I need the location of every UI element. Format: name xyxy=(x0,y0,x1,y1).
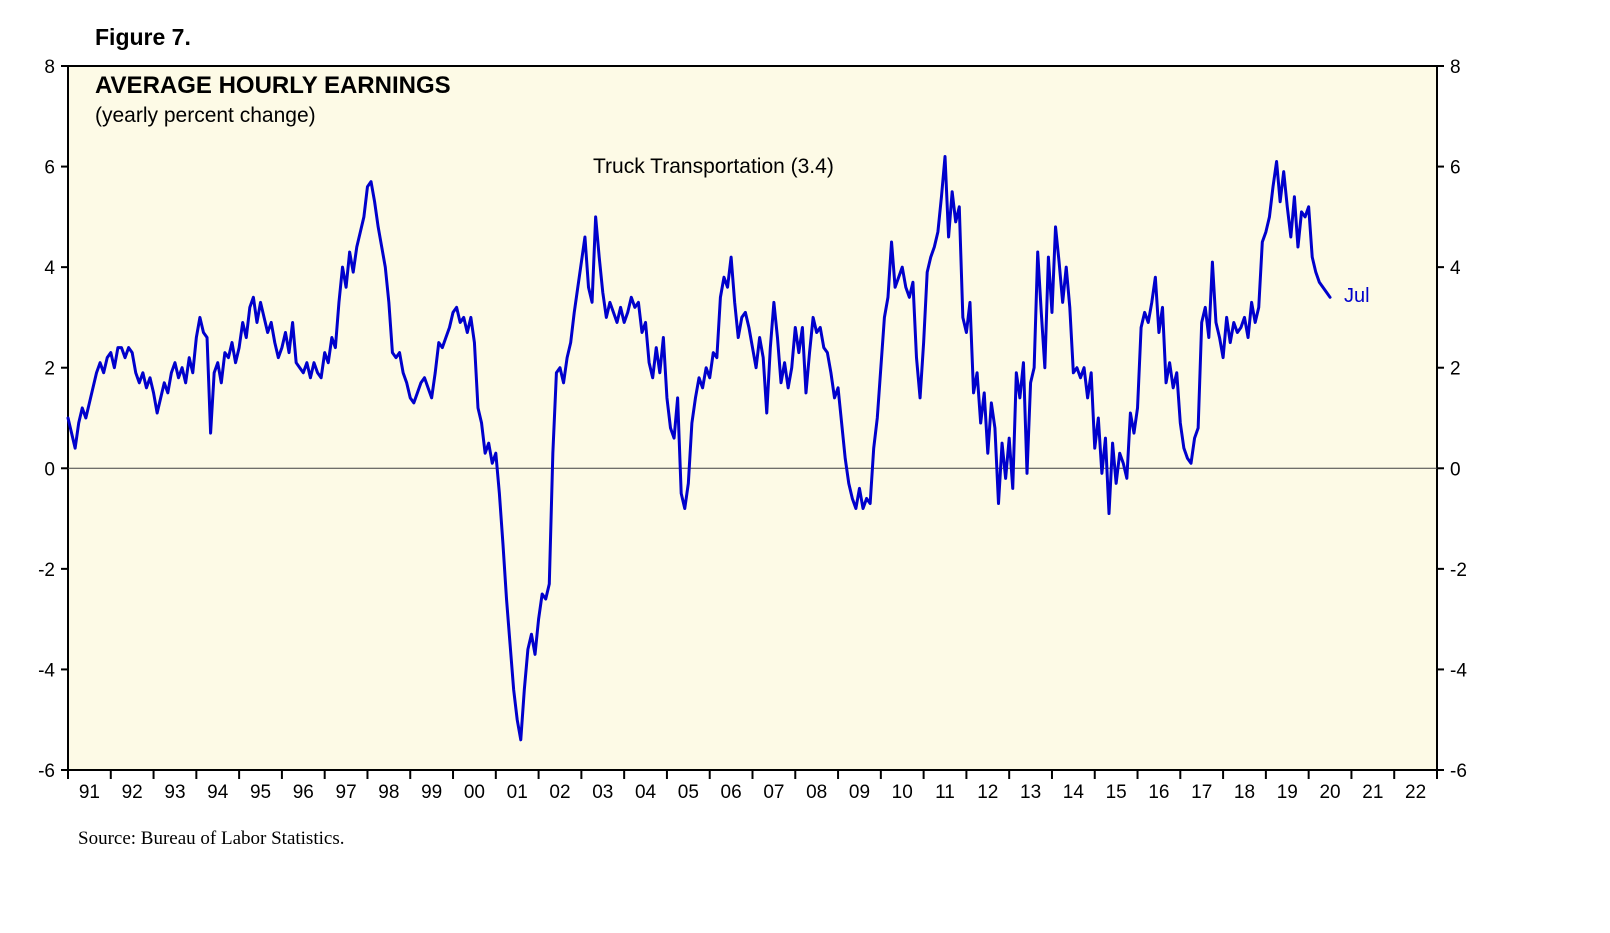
x-tick-label: 18 xyxy=(1234,782,1255,803)
last-point-label: Jul xyxy=(1344,285,1370,308)
y-tick-label-right: -2 xyxy=(1450,560,1467,581)
x-tick-label: 17 xyxy=(1191,782,1212,803)
x-tick-label: 02 xyxy=(549,782,570,803)
y-tick-label-left: 6 xyxy=(44,158,55,179)
y-tick-label-left: 2 xyxy=(44,359,55,380)
x-tick-label: 11 xyxy=(935,782,955,803)
x-tick-label: 97 xyxy=(336,782,357,803)
figure-label: Figure 7. xyxy=(95,24,191,50)
x-tick-label: 22 xyxy=(1405,782,1426,803)
x-tick-label: 21 xyxy=(1362,782,1383,803)
y-tick-label-right: -4 xyxy=(1450,660,1467,681)
series-annotation: Truck Transportation (3.4) xyxy=(593,155,834,178)
y-tick-label-left: 8 xyxy=(44,57,55,78)
series-line xyxy=(66,155,1332,742)
x-tick-label: 13 xyxy=(1020,782,1041,803)
x-tick-label: 94 xyxy=(207,782,229,803)
x-tick-label: 19 xyxy=(1277,782,1298,803)
x-tick-label: 09 xyxy=(849,782,870,803)
y-tick-label-right: 0 xyxy=(1450,459,1461,480)
x-tick-label: 14 xyxy=(1063,782,1085,803)
x-tick-label: 00 xyxy=(464,782,485,803)
x-tick-label: 08 xyxy=(806,782,827,803)
x-tick-label: 04 xyxy=(635,782,657,803)
x-tick-label: 01 xyxy=(507,782,528,803)
y-tick-label-left: 4 xyxy=(44,258,55,279)
x-tick-label: 05 xyxy=(678,782,699,803)
x-tick-label: 93 xyxy=(164,782,185,803)
x-tick-label: 16 xyxy=(1148,782,1169,803)
x-tick-label: 98 xyxy=(378,782,399,803)
x-tick-label: 12 xyxy=(977,782,998,803)
y-tick-label-left: -6 xyxy=(38,761,55,782)
x-tick-label: 03 xyxy=(592,782,613,803)
chart-title: AVERAGE HOURLY EARNINGS xyxy=(95,72,451,99)
y-tick-label-right: 8 xyxy=(1450,57,1461,78)
y-tick-label-right: 6 xyxy=(1450,158,1461,179)
x-tick-label: 95 xyxy=(250,782,271,803)
y-tick-label-right: 4 xyxy=(1450,258,1461,279)
y-tick-label-left: -4 xyxy=(38,660,55,681)
chart: 8 8 6 6 4 4 2 2 0 0 -2 -2 -4 -4 -6 -6 91 92 93 94 95 96 97 98 99… xyxy=(38,57,1467,803)
x-tick-label: 92 xyxy=(122,782,143,803)
line-chart-svg: 8 86 64 42 20 0-2 -2-4 -4-6 -691 92 93 94 95 96 97 98 99… xyxy=(38,57,1467,803)
source-note: Source: Bureau of Labor Statistics. xyxy=(78,828,345,849)
x-tick-label: 06 xyxy=(721,782,742,803)
x-tick-label: 10 xyxy=(892,782,913,803)
plot-area xyxy=(67,65,1438,771)
x-tick-label: 20 xyxy=(1319,782,1340,803)
x-tick-label: 91 xyxy=(79,782,100,803)
x-tick-label: 15 xyxy=(1106,782,1127,803)
chart-subtitle: (yearly percent change) xyxy=(95,104,316,127)
y-tick-label-right: 2 xyxy=(1450,359,1461,380)
y-tick-label-left: -2 xyxy=(38,560,55,581)
x-tick-label: 07 xyxy=(763,782,784,803)
y-tick-label-left: 0 xyxy=(44,459,55,480)
x-tick-label: 96 xyxy=(293,782,314,803)
y-tick-label-right: -6 xyxy=(1450,761,1467,782)
x-tick-label: 99 xyxy=(421,782,442,803)
